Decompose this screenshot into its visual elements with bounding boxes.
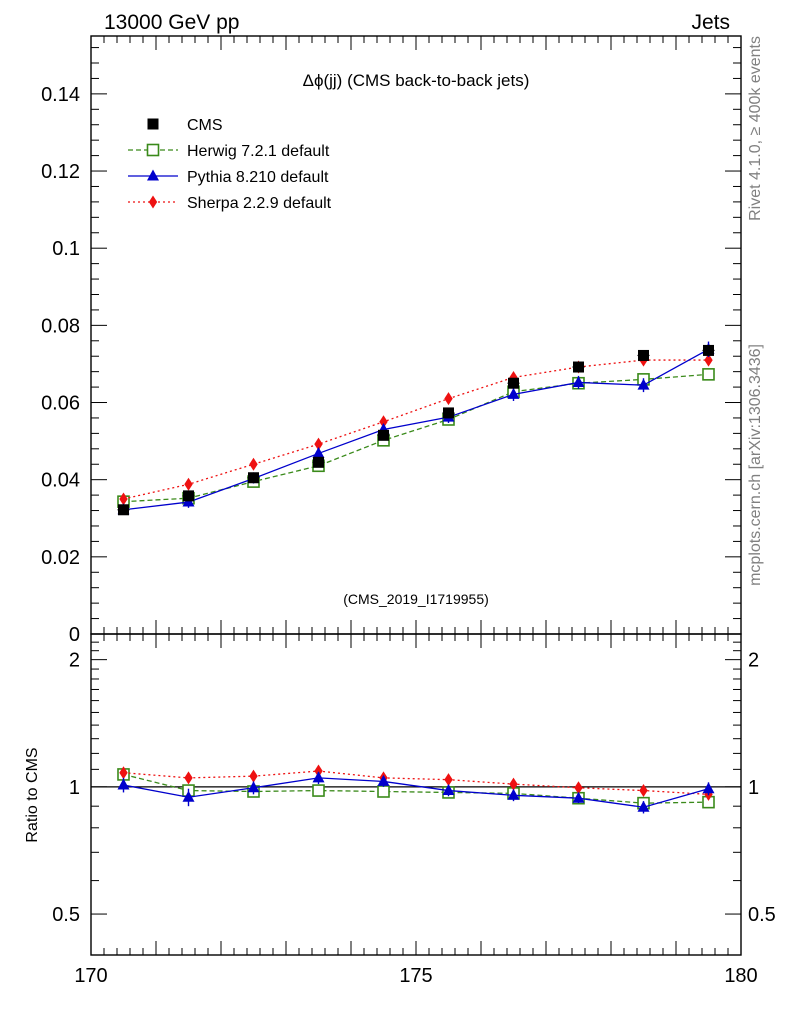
y-tick-label: 0.08 xyxy=(41,315,80,337)
legend-marker-data xyxy=(147,118,159,130)
series-sherpa-point xyxy=(444,392,453,406)
series-data-point xyxy=(443,407,454,419)
series-pythia-point xyxy=(247,781,260,793)
ratio-axis-label: Ratio to CMS xyxy=(24,747,41,842)
series-data-point xyxy=(703,344,714,356)
series-pythia-point xyxy=(637,800,650,812)
analysis-watermark: (CMS_2019_I1719955) xyxy=(343,591,489,607)
series-data-point xyxy=(638,349,649,361)
energy-label: 13000 GeV pp xyxy=(104,11,239,34)
series-pythia-point xyxy=(702,782,715,794)
main-panel: 0 0.02 0.04 0.06 0.08 0.1 0.12 0.14 Δϕ(jj) (CMS … xyxy=(41,35,742,955)
series-data-point xyxy=(183,490,194,502)
series-sherpa-point xyxy=(249,457,258,471)
series-sherpa-point xyxy=(444,773,453,787)
series-sherpa-point xyxy=(574,781,583,795)
legend-label-data: CMS xyxy=(187,117,223,134)
series-pythia-point xyxy=(377,774,390,786)
series-herwig-point xyxy=(377,785,390,798)
legend-label-pythia: Pythia 8.210 default xyxy=(187,169,329,186)
series-pythia-point xyxy=(572,791,585,803)
y-tick-label: 0.14 xyxy=(41,84,80,106)
legend-marker-sherpa xyxy=(148,195,158,209)
x-tick-label: 180 xyxy=(724,965,757,987)
series-pythia-point xyxy=(312,771,325,783)
legend: CMS Herwig 7.2.1 default Pythia 8.210 defa… xyxy=(128,117,332,212)
series-sherpa-point xyxy=(249,769,258,783)
process-label: Jets xyxy=(691,11,730,34)
series-pythia-point xyxy=(572,375,585,387)
plot-title: Δϕ(jj) (CMS back-to-back jets) xyxy=(303,71,530,90)
series-sherpa-point xyxy=(639,784,648,798)
legend-item-data: CMS xyxy=(147,117,223,134)
series-pythia-point xyxy=(507,788,520,800)
series-sherpa-point xyxy=(184,771,193,785)
series-pythia-point xyxy=(637,378,650,390)
series-pythia-point xyxy=(312,446,325,458)
legend-marker-pythia xyxy=(147,169,159,181)
legend-marker-herwig xyxy=(146,143,160,157)
series-herwig-line xyxy=(123,773,709,804)
x-tick-label: 170 xyxy=(74,965,107,987)
series-herwig-point xyxy=(312,784,325,797)
y-tick-label-right: 2 xyxy=(748,650,759,672)
y-tick-label: 2 xyxy=(69,650,80,672)
y-tick-label: 1 xyxy=(69,777,80,799)
series-sherpa-line xyxy=(123,359,709,500)
series-sherpa-point xyxy=(184,477,193,491)
series-data-point xyxy=(248,472,259,484)
y-tick-label: 0.06 xyxy=(41,393,80,415)
y-tick-label-right: 1 xyxy=(748,777,759,799)
y-tick-label: 0 xyxy=(69,624,80,646)
series-herwig-line xyxy=(123,373,709,503)
legend-item-sherpa: Sherpa 2.2.9 default xyxy=(128,195,332,212)
ratio-frame xyxy=(90,633,742,956)
series-pythia-point xyxy=(182,790,195,802)
rivet-label: Rivet 4.1.0, ≥ 400k events xyxy=(747,36,764,221)
legend-label-sherpa: Sherpa 2.2.9 default xyxy=(187,195,332,212)
series-pythia-point xyxy=(117,778,130,790)
series-pythia-line xyxy=(123,777,709,808)
series-pythia-point xyxy=(442,784,455,796)
series-data-point xyxy=(573,361,584,373)
y-tick-label: 0.12 xyxy=(41,161,80,183)
series-sherpa-point xyxy=(704,353,713,367)
y-tick-label: 0.02 xyxy=(41,547,80,569)
series-data-point xyxy=(378,429,389,441)
legend-item-pythia: Pythia 8.210 default xyxy=(128,169,329,186)
series-sherpa-point xyxy=(314,437,323,451)
ratio-panel: 170 175 180 0.5 0.5 1 1 2 2 Ratio to CMS xyxy=(24,633,776,987)
series-sherpa-point xyxy=(119,492,128,506)
series-pythia-point xyxy=(507,387,520,399)
x-tick-label: 175 xyxy=(399,965,432,987)
y-tick-label-right: 0.5 xyxy=(748,904,776,926)
series-data-point xyxy=(313,456,324,468)
series-herwig-point xyxy=(702,368,715,381)
series-pythia-line xyxy=(123,348,709,511)
y-tick-label: 0.5 xyxy=(52,904,80,926)
series-sherpa-point xyxy=(314,764,323,778)
series-data-point xyxy=(118,504,129,516)
series-sherpa-point xyxy=(509,777,518,791)
y-tick-label: 0.1 xyxy=(52,238,80,260)
legend-item-herwig: Herwig 7.2.1 default xyxy=(128,143,330,160)
series-sherpa-point xyxy=(119,766,128,780)
y-tick-label: 0.04 xyxy=(41,470,80,492)
series-sherpa-point xyxy=(379,415,388,429)
mcplots-label: mcplots.cern.ch [arXiv:1306.3436] xyxy=(747,344,764,586)
series-data-point xyxy=(508,377,519,389)
legend-label-herwig: Herwig 7.2.1 default xyxy=(187,143,330,160)
